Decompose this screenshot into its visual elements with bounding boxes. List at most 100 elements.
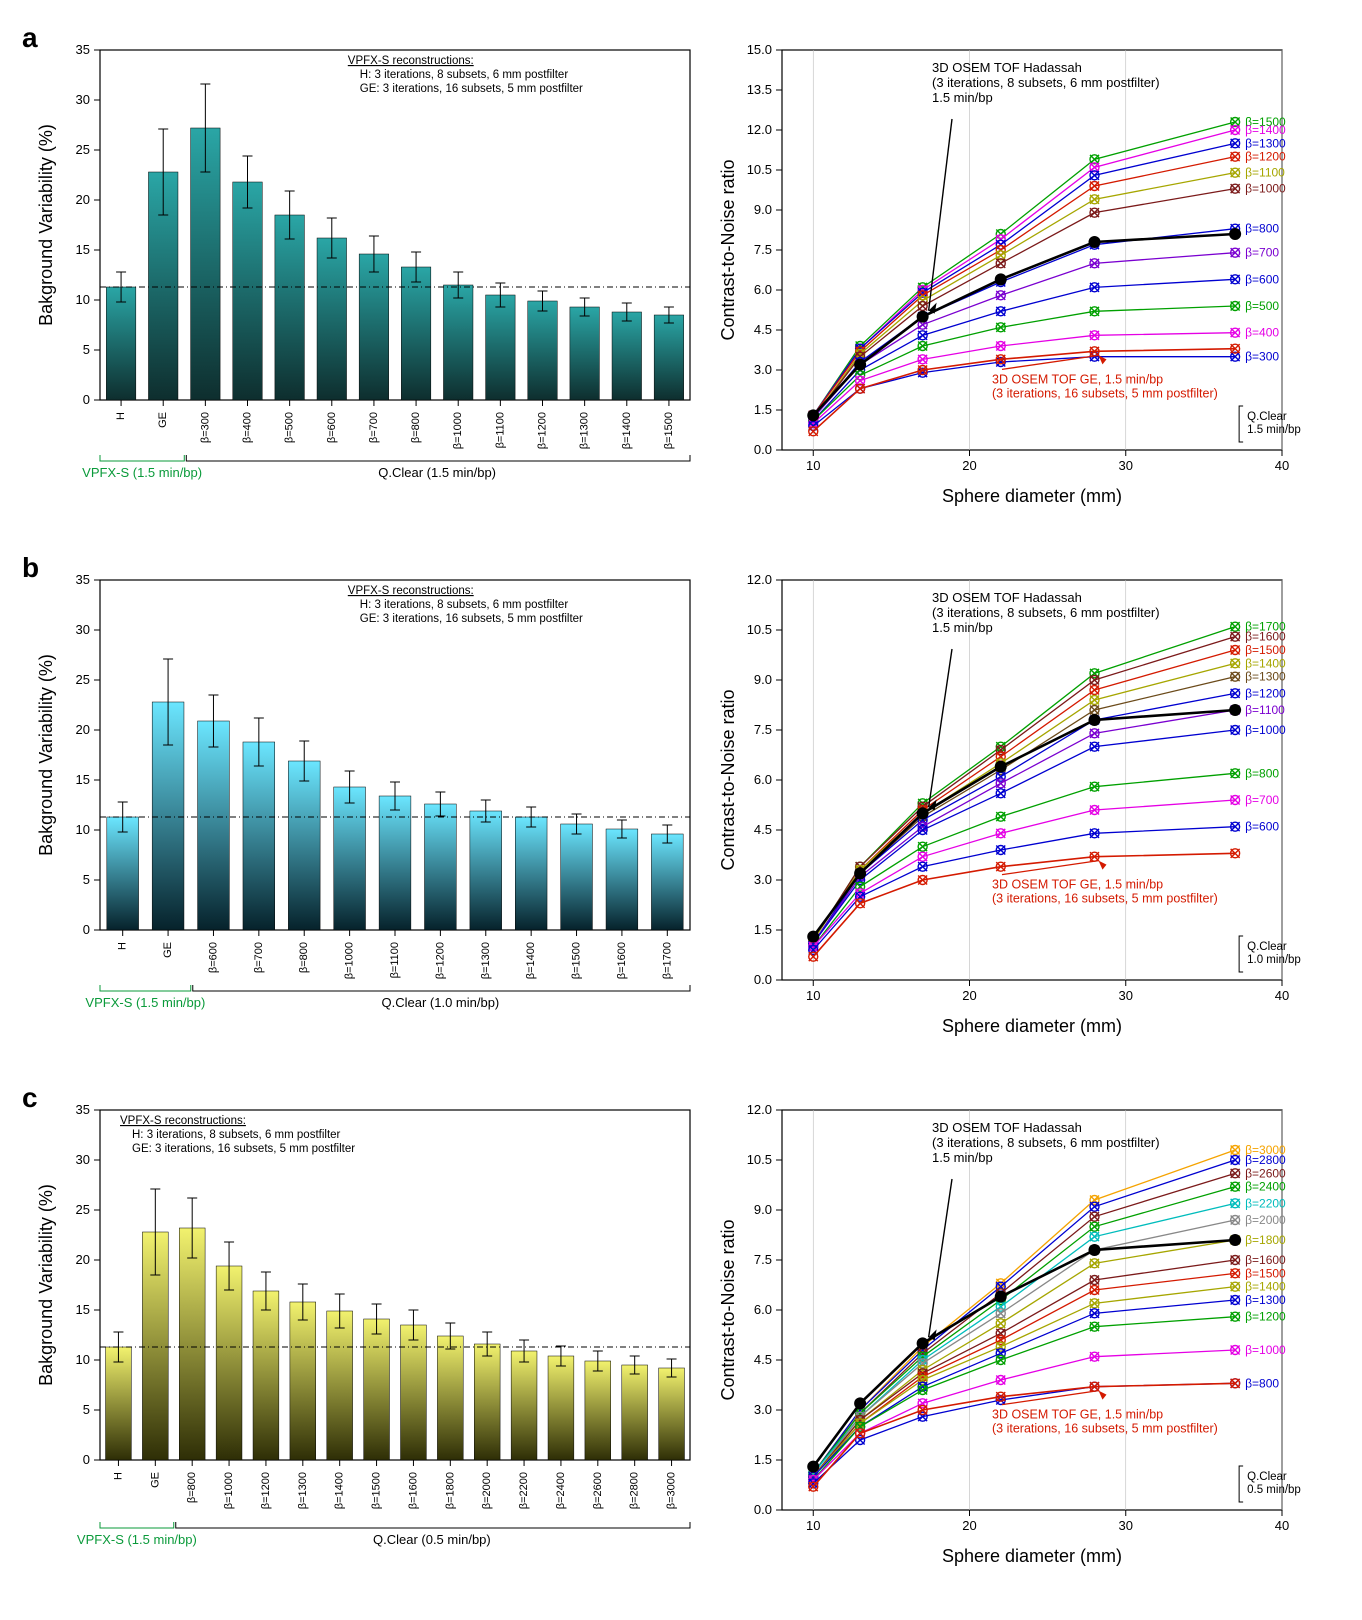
svg-text:β=1200: β=1200 bbox=[537, 412, 549, 449]
panel-c-bar: c05101520253035Bakground Variability (%)… bbox=[20, 1080, 700, 1600]
series-label: β=2800 bbox=[1245, 1153, 1286, 1167]
marker-crosscircle bbox=[918, 302, 927, 311]
subplot-letter: a bbox=[22, 22, 38, 54]
svg-text:H: 3 iterations, 8 subsets, 6: H: 3 iterations, 8 subsets, 6 mm postfil… bbox=[360, 599, 569, 611]
bar bbox=[511, 1351, 537, 1460]
svg-text:0: 0 bbox=[83, 392, 90, 407]
svg-text:9.0: 9.0 bbox=[754, 672, 772, 687]
svg-text:Q.Clear: Q.Clear bbox=[1247, 1471, 1287, 1483]
svg-text:β=1500: β=1500 bbox=[571, 942, 583, 979]
marker-crosscircle bbox=[1090, 706, 1099, 715]
bar bbox=[561, 824, 593, 930]
svg-text:β=1300: β=1300 bbox=[297, 1472, 309, 1509]
marker-crosscircle bbox=[1090, 1202, 1099, 1211]
bar bbox=[486, 295, 516, 400]
bar bbox=[327, 1311, 353, 1460]
svg-text:GE: 3 iterations, 16 subsets,: GE: 3 iterations, 16 subsets, 5 mm postf… bbox=[360, 83, 583, 95]
series-label: β=1300 bbox=[1245, 1293, 1286, 1307]
svg-text:β=2000: β=2000 bbox=[481, 1472, 493, 1509]
svg-text:5: 5 bbox=[83, 342, 90, 357]
svg-text:Bakground Variability (%): Bakground Variability (%) bbox=[36, 654, 56, 856]
svg-text:GE: 3 iterations, 16 subsets,: GE: 3 iterations, 16 subsets, 5 mm postf… bbox=[360, 613, 583, 625]
svg-text:β=2600: β=2600 bbox=[592, 1472, 604, 1509]
series-label: β=1200 bbox=[1245, 150, 1286, 164]
marker-crosscircle bbox=[918, 331, 927, 340]
svg-text:30: 30 bbox=[1119, 988, 1133, 1003]
bar bbox=[659, 1368, 685, 1460]
svg-text:VPFX-S reconstructions:: VPFX-S reconstructions: bbox=[120, 1115, 246, 1127]
line-chart-c: 102030400.01.53.04.56.07.59.010.512.0Sph… bbox=[702, 1080, 1362, 1580]
svg-text:(3 iterations, 16 subsets, 5 m: (3 iterations, 16 subsets, 5 mm postfilt… bbox=[992, 1422, 1218, 1436]
bar-chart-a: 05101520253035Bakground Variability (%)H… bbox=[20, 20, 700, 520]
panel-b-bar: b05101520253035Bakground Variability (%)… bbox=[20, 550, 700, 1070]
bar-chart-b: 05101520253035Bakground Variability (%)H… bbox=[20, 550, 700, 1050]
svg-text:Contrast-to-Noise ratio: Contrast-to-Noise ratio bbox=[718, 689, 738, 870]
bar bbox=[437, 1336, 463, 1460]
svg-text:20: 20 bbox=[76, 192, 90, 207]
line-chart-b: 102030400.01.53.04.56.07.59.010.512.0Sph… bbox=[702, 550, 1362, 1050]
svg-text:12.0: 12.0 bbox=[747, 572, 772, 587]
bar bbox=[651, 834, 683, 930]
svg-text:VPFX-S reconstructions:: VPFX-S reconstructions: bbox=[348, 585, 474, 597]
svg-text:β=1100: β=1100 bbox=[389, 942, 401, 978]
svg-text:β=1400: β=1400 bbox=[621, 412, 633, 449]
marker-crosscircle bbox=[1231, 1199, 1240, 1208]
svg-text:35: 35 bbox=[76, 42, 90, 57]
svg-text:0.0: 0.0 bbox=[754, 442, 772, 457]
series-label: β=300 bbox=[1245, 350, 1279, 364]
svg-text:Sphere diameter (mm): Sphere diameter (mm) bbox=[942, 1016, 1122, 1036]
svg-text:β=800: β=800 bbox=[410, 412, 422, 443]
svg-text:H: 3 iterations, 8 subsets, 6: H: 3 iterations, 8 subsets, 6 mm postfil… bbox=[132, 1129, 341, 1141]
bar bbox=[606, 829, 638, 930]
svg-text:β=2800: β=2800 bbox=[629, 1472, 641, 1509]
svg-text:1.0 min/bp: 1.0 min/bp bbox=[1247, 954, 1301, 966]
series-label: β=600 bbox=[1245, 820, 1279, 834]
series-label: β=1800 bbox=[1245, 1233, 1286, 1247]
svg-text:β=1200: β=1200 bbox=[434, 942, 446, 979]
svg-text:30: 30 bbox=[1119, 1518, 1133, 1533]
bar bbox=[474, 1344, 500, 1460]
panel-a-bar: a05101520253035Bakground Variability (%)… bbox=[20, 20, 700, 540]
svg-text:10: 10 bbox=[76, 1352, 90, 1367]
figure-grid: a 05101520253035Bakground Variability (%)… bbox=[20, 20, 1362, 1600]
svg-text:3D OSEM TOF Hadassah: 3D OSEM TOF Hadassah bbox=[932, 1120, 1082, 1135]
svg-text:Sphere diameter (mm): Sphere diameter (mm) bbox=[942, 1546, 1122, 1566]
svg-text:30: 30 bbox=[76, 622, 90, 637]
svg-text:Q.Clear: Q.Clear bbox=[1247, 941, 1287, 953]
svg-text:10.5: 10.5 bbox=[747, 622, 772, 637]
series-label: β=1100 bbox=[1245, 166, 1285, 180]
svg-text:GE: GE bbox=[162, 942, 174, 958]
line-chart-a: 102030400.01.53.04.56.07.59.010.512.013.… bbox=[702, 20, 1362, 520]
marker-crosscircle bbox=[996, 307, 1005, 316]
svg-text:10: 10 bbox=[76, 292, 90, 307]
marker-crosscircle bbox=[1231, 632, 1240, 641]
svg-text:Q.Clear: Q.Clear bbox=[1247, 411, 1287, 423]
marker-crosscircle bbox=[1231, 659, 1240, 668]
svg-text:H: H bbox=[115, 412, 127, 420]
svg-text:Sphere diameter (mm): Sphere diameter (mm) bbox=[942, 486, 1122, 506]
svg-text:3D OSEM TOF Hadassah: 3D OSEM TOF Hadassah bbox=[932, 60, 1082, 75]
marker-crosscircle bbox=[996, 779, 1005, 788]
svg-text:0: 0 bbox=[83, 1452, 90, 1467]
marker-crosscircle bbox=[996, 1319, 1005, 1328]
marker-crosscircle bbox=[1231, 1169, 1240, 1178]
svg-text:10: 10 bbox=[806, 1518, 820, 1533]
bar bbox=[288, 761, 320, 930]
svg-text:9.0: 9.0 bbox=[754, 202, 772, 217]
marker-crosscircle bbox=[918, 842, 927, 851]
bar-chart-c: 05101520253035Bakground Variability (%)H… bbox=[20, 1080, 700, 1580]
series-label: β=1000 bbox=[1245, 723, 1286, 737]
svg-text:Bakground Variability (%): Bakground Variability (%) bbox=[36, 1184, 56, 1386]
svg-text:β=1000: β=1000 bbox=[223, 1472, 235, 1509]
svg-text:β=1300: β=1300 bbox=[480, 942, 492, 979]
svg-text:3.0: 3.0 bbox=[754, 1402, 772, 1417]
svg-text:20: 20 bbox=[76, 722, 90, 737]
svg-text:β=800: β=800 bbox=[186, 1472, 198, 1503]
svg-text:4.5: 4.5 bbox=[754, 1352, 772, 1367]
svg-text:β=1400: β=1400 bbox=[334, 1472, 346, 1509]
bar bbox=[654, 315, 684, 400]
svg-text:7.5: 7.5 bbox=[754, 1252, 772, 1267]
bar bbox=[528, 301, 558, 400]
svg-text:β=700: β=700 bbox=[368, 412, 380, 443]
series-label: β=1600 bbox=[1245, 630, 1286, 644]
